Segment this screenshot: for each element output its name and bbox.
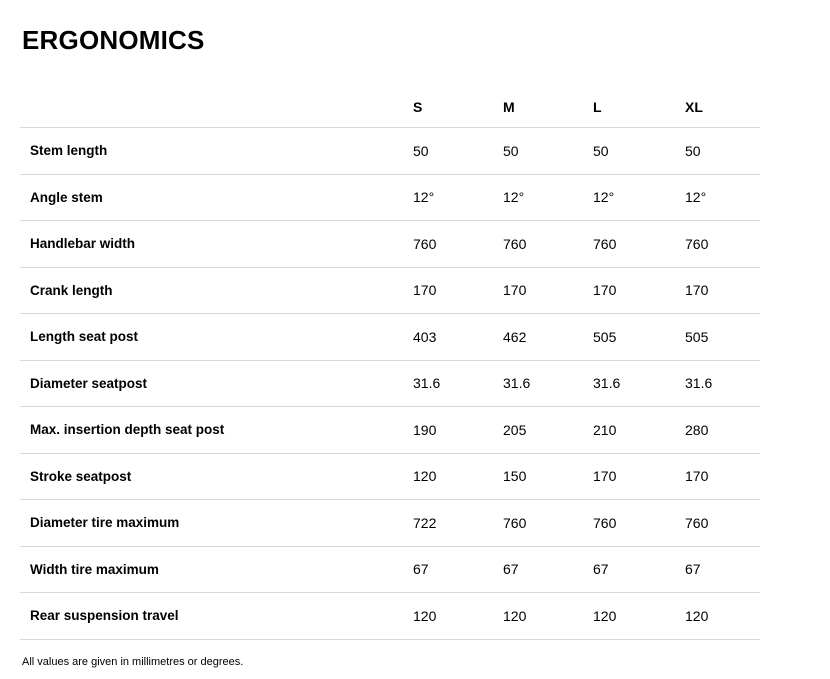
column-header: L [583,86,675,129]
table-row: Rear suspension travel 120 120 120 120 [20,592,760,640]
table-row: Diameter tire maximum 722 760 760 760 [20,499,760,547]
cell-value: 722 [403,499,493,547]
cell-value: 120 [583,592,675,640]
cell-value: 120 [493,592,583,640]
cell-value: 50 [493,127,583,175]
table-row: Diameter seatpost 31.6 31.6 31.6 31.6 [20,360,760,408]
cell-value: 170 [583,267,675,315]
cell-value: 150 [493,453,583,501]
cell-value: 50 [403,127,493,175]
cell-value: 12° [583,174,675,222]
page-title: ERGONOMICS [22,25,205,56]
cell-value: 403 [403,313,493,361]
cell-value: 170 [493,267,583,315]
row-label: Diameter seatpost [20,360,403,408]
cell-value: 190 [403,406,493,454]
footnote: All values are given in millimetres or d… [22,655,244,668]
cell-value: 760 [675,220,760,268]
spec-table-container: S M L XL Stem length 50 50 50 50 Angle stem 12° 12… [20,86,760,640]
cell-value: 505 [583,313,675,361]
cell-value: 462 [493,313,583,361]
column-header: S [403,86,493,129]
cell-value: 170 [403,267,493,315]
cell-value: 120 [403,592,493,640]
cell-value: 760 [493,499,583,547]
row-label: Handlebar width [20,220,403,268]
cell-value: 205 [493,406,583,454]
cell-value: 120 [675,592,760,640]
cell-value: 31.6 [583,360,675,408]
cell-value: 280 [675,406,760,454]
row-label: Crank length [20,267,403,315]
table-row: Stroke seatpost 120 150 170 170 [20,453,760,501]
cell-value: 170 [583,453,675,501]
spec-table-head-row: S M L XL [20,86,760,129]
row-label-header [20,86,403,129]
cell-value: 505 [675,313,760,361]
cell-value: 760 [493,220,583,268]
column-header: XL [675,86,760,129]
cell-value: 760 [675,499,760,547]
table-row: Max. insertion depth seat post 190 205 210 2… [20,406,760,454]
cell-value: 31.6 [403,360,493,408]
spec-table: S M L XL Stem length 50 50 50 50 Angle stem 12° 12… [20,86,760,640]
row-label: Angle stem [20,174,403,222]
row-label: Stroke seatpost [20,453,403,501]
cell-value: 12° [675,174,760,222]
cell-value: 760 [583,220,675,268]
table-row: Length seat post 403 462 505 505 [20,313,760,361]
cell-value: 760 [403,220,493,268]
cell-value: 67 [675,546,760,594]
column-header: M [493,86,583,129]
cell-value: 170 [675,453,760,501]
cell-value: 67 [583,546,675,594]
table-row: Stem length 50 50 50 50 [20,127,760,175]
cell-value: 12° [403,174,493,222]
cell-value: 120 [403,453,493,501]
cell-value: 210 [583,406,675,454]
cell-value: 50 [675,127,760,175]
table-row: Angle stem 12° 12° 12° 12° [20,174,760,222]
cell-value: 170 [675,267,760,315]
cell-value: 67 [493,546,583,594]
cell-value: 12° [493,174,583,222]
spec-table-body: Stem length 50 50 50 50 Angle stem 12° 12° 12° 12… [20,127,760,640]
row-label: Rear suspension travel [20,592,403,640]
row-label: Length seat post [20,313,403,361]
row-label: Stem length [20,127,403,175]
row-label: Width tire maximum [20,546,403,594]
row-label: Diameter tire maximum [20,499,403,547]
cell-value: 31.6 [493,360,583,408]
row-label: Max. insertion depth seat post [20,406,403,454]
cell-value: 67 [403,546,493,594]
table-row: Width tire maximum 67 67 67 67 [20,546,760,594]
table-row: Crank length 170 170 170 170 [20,267,760,315]
cell-value: 31.6 [675,360,760,408]
cell-value: 50 [583,127,675,175]
cell-value: 760 [583,499,675,547]
table-row: Handlebar width 760 760 760 760 [20,220,760,268]
